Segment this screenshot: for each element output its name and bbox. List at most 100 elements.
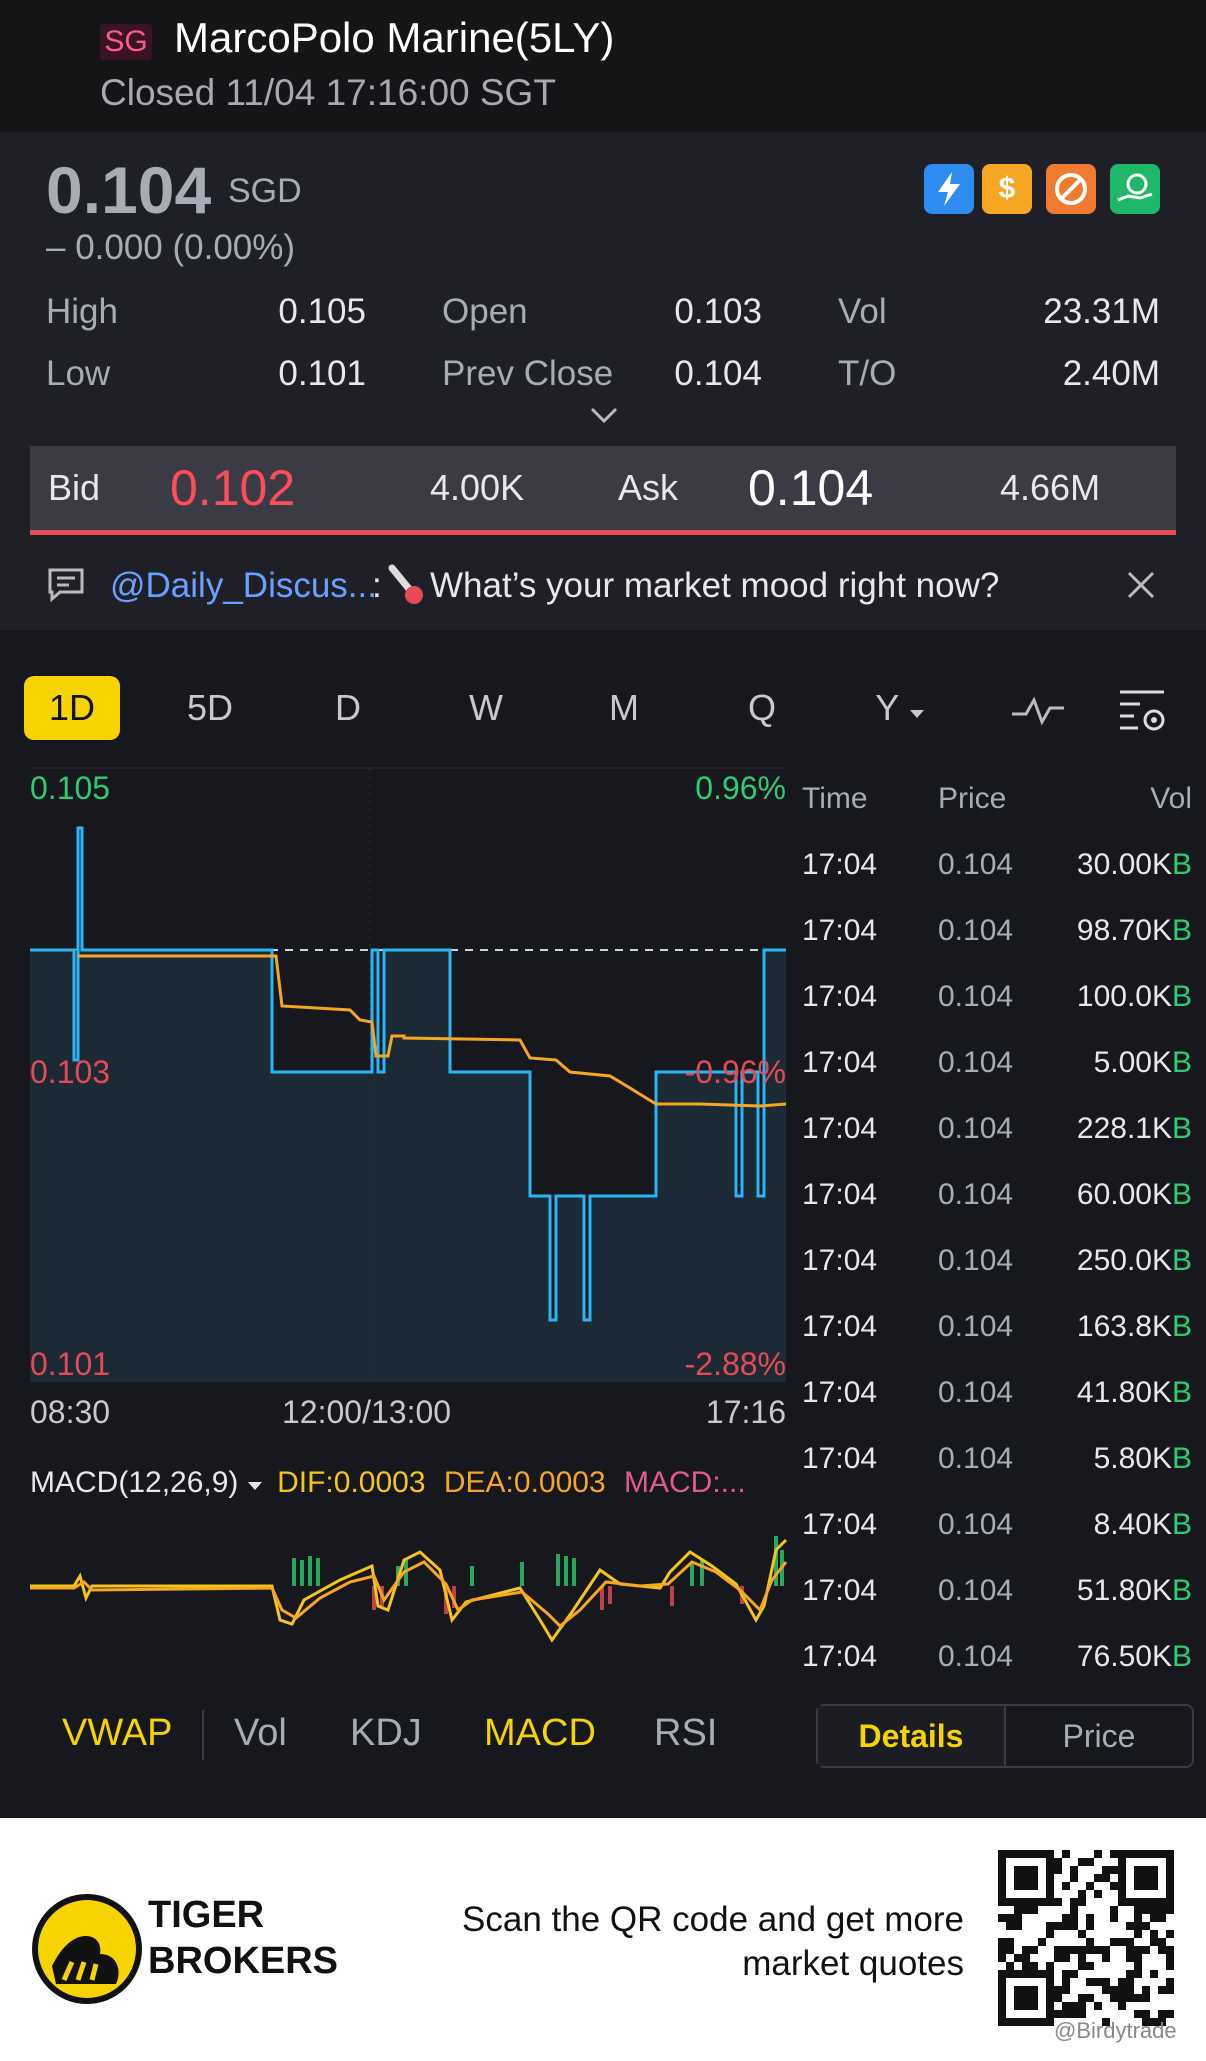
- ticks-header-vol: Vol: [1150, 782, 1192, 815]
- price-line: [30, 826, 786, 1322]
- no-short-icon[interactable]: [1046, 164, 1096, 214]
- indicator-line-icon[interactable]: [1010, 690, 1066, 730]
- market-status: Closed 11/04 17:16:00 SGT: [100, 72, 556, 113]
- money-hand-icon[interactable]: [1110, 164, 1160, 214]
- macd-dea: DEA:0.0003: [443, 1466, 606, 1499]
- ticks-header-time: Time: [802, 782, 868, 815]
- tick-side: B: [1171, 1310, 1192, 1343]
- ticks-header-price: Price: [938, 782, 1007, 815]
- tick-price: 0.104: [938, 1376, 1014, 1409]
- tick-vol: 250.0K: [1076, 1244, 1172, 1277]
- price-area-fill: [30, 828, 786, 1382]
- bid-price: 0.102: [170, 460, 296, 516]
- turnover-label: T/O: [838, 354, 897, 393]
- x-axis-start: 08:30: [30, 1394, 111, 1430]
- comment-icon: [48, 568, 84, 603]
- discussion-banner[interactable]: @Daily_Discus... : What’s your market mo…: [0, 550, 1206, 630]
- y-axis-min: 0.101: [30, 1346, 111, 1382]
- indicator-rsi[interactable]: RSI: [654, 1712, 718, 1754]
- prev-close-value: 0.104: [674, 354, 762, 393]
- tick-time: 17:04: [802, 914, 878, 947]
- tick-price: 0.104: [938, 1442, 1014, 1475]
- tick-time: 17:04: [802, 848, 878, 881]
- low-label: Low: [46, 354, 111, 393]
- lightning-icon[interactable]: [924, 164, 974, 214]
- toggle-price[interactable]: Price: [1062, 1718, 1136, 1754]
- tick-time: 17:04: [802, 1442, 878, 1475]
- bid-label: Bid: [48, 467, 101, 508]
- tick-time: 17:04: [802, 1244, 878, 1277]
- prev-close-label: Prev Close: [442, 354, 614, 393]
- tick-side: B: [1171, 1244, 1192, 1277]
- tab-m[interactable]: M: [609, 687, 639, 728]
- intraday-chart[interactable]: [0, 760, 800, 1460]
- tab-d[interactable]: D: [335, 687, 361, 728]
- high-value: 0.105: [278, 292, 366, 331]
- dollar-icon[interactable]: $: [982, 164, 1032, 214]
- stock-title: MarcoPolo Marine(5LY): [174, 14, 615, 61]
- open-label: Open: [442, 292, 528, 331]
- tick-price: 0.104: [938, 1640, 1014, 1673]
- macd-legend[interactable]: MACD(12,26,9) DIF:0.0003 DEA:0.0003 MACD…: [30, 1466, 746, 1500]
- cta-line2: market quotes: [742, 1944, 964, 1983]
- bid-size: 4.00K: [430, 467, 525, 508]
- tick-price: 0.104: [938, 1574, 1014, 1607]
- brand-name: TIGER BROKERS: [148, 1892, 338, 1984]
- chart-settings-icon[interactable]: [1116, 684, 1168, 736]
- top-header: SG MarcoPolo Marine(5LY) Closed 11/04 17…: [0, 0, 1206, 132]
- tick-vol: 163.8K: [1076, 1310, 1172, 1343]
- tick-price: 0.104: [938, 914, 1014, 947]
- toggle-details[interactable]: Details: [818, 1706, 1006, 1766]
- macd-chart: [30, 1536, 788, 1643]
- tick-vol: 228.1K: [1076, 1112, 1172, 1145]
- cta-line1: Scan the QR code and get more: [462, 1900, 964, 1939]
- tick-price: 0.104: [938, 1178, 1014, 1211]
- tick-side: B: [1171, 1112, 1192, 1145]
- tick-side: B: [1171, 1442, 1192, 1475]
- tick-side: B: [1171, 914, 1192, 947]
- bid-ask-bar: Bid 0.102 4.00K Ask 0.104 4.66M: [30, 446, 1176, 535]
- tick-vol: 41.80K: [1076, 1376, 1172, 1409]
- tab-w[interactable]: W: [469, 687, 503, 728]
- tick-time: 17:04: [802, 1376, 878, 1409]
- tick-price: 0.104: [938, 1508, 1014, 1541]
- tick-side: B: [1171, 980, 1192, 1013]
- pct-bot: -2.88%: [684, 1346, 786, 1382]
- last-price: 0.104: [46, 153, 212, 227]
- macd-dif: DIF:0.0003: [277, 1466, 426, 1499]
- watermark: @Birdytrade: [1054, 2018, 1177, 2043]
- indicator-kdj[interactable]: KDJ: [350, 1712, 422, 1754]
- indicator-vol[interactable]: Vol: [234, 1712, 287, 1754]
- thermometer-icon: [388, 564, 423, 604]
- tick-vol: 76.50K: [1076, 1640, 1172, 1673]
- tick-price: 0.104: [938, 1046, 1014, 1079]
- quote-panel: [0, 132, 1206, 630]
- tick-vol: 30.00K: [1076, 848, 1172, 881]
- ticks-toggle: Details Price: [816, 1704, 1194, 1768]
- discussion-handle[interactable]: @Daily_Discus...: [110, 566, 377, 605]
- chevron-down-icon[interactable]: [588, 404, 620, 426]
- tab-1d[interactable]: 1D: [24, 676, 120, 740]
- caret-down-icon: [247, 1482, 262, 1490]
- tick-side: B: [1171, 848, 1192, 881]
- tick-time: 17:04: [802, 1112, 878, 1145]
- qr-code: [998, 1850, 1174, 2026]
- indicator-divider: [202, 1710, 204, 1760]
- tick-price: 0.104: [938, 1112, 1014, 1145]
- tick-side: B: [1171, 1574, 1192, 1607]
- tick-price: 0.104: [938, 848, 1014, 881]
- tab-5d[interactable]: 5D: [186, 687, 234, 728]
- brand-line2: BROKERS: [148, 1940, 339, 1982]
- y-axis-mid: 0.103: [30, 1054, 111, 1090]
- tick-vol: 51.80K: [1076, 1574, 1172, 1607]
- tab-y[interactable]: Y: [852, 676, 948, 740]
- brand-line1: TIGER: [148, 1894, 265, 1936]
- close-icon[interactable]: [1124, 568, 1158, 602]
- high-label: High: [46, 292, 118, 331]
- macd-value: MACD:...: [623, 1466, 746, 1499]
- pct-mid: -0.96%: [684, 1054, 786, 1090]
- indicator-vwap[interactable]: VWAP: [62, 1712, 173, 1754]
- tick-time: 17:04: [802, 1640, 878, 1673]
- indicator-macd[interactable]: MACD: [484, 1712, 596, 1754]
- tab-q[interactable]: Q: [747, 687, 776, 728]
